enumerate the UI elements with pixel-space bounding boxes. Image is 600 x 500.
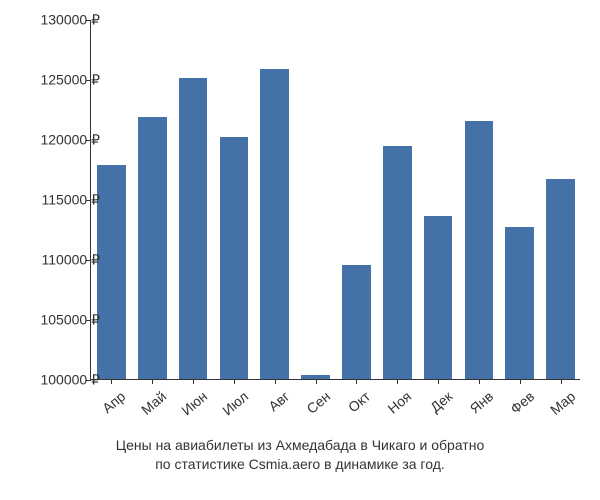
x-tick-mark — [356, 379, 357, 384]
bar — [97, 165, 126, 379]
y-axis-label: 110000 ₽ — [42, 252, 100, 269]
x-axis-label: Май — [130, 388, 169, 425]
x-axis-label: Фев — [498, 388, 537, 425]
x-axis-label: Авг — [253, 388, 292, 425]
x-axis-label: Янв — [457, 388, 496, 425]
x-tick-mark — [397, 379, 398, 384]
y-axis-label: 130000 ₽ — [40, 12, 100, 29]
y-axis-label: 120000 ₽ — [40, 132, 100, 149]
bar-chart: АпрМайИюнИюлАвгСенОктНояДекЯнвФевМар — [90, 20, 580, 380]
bar — [546, 179, 575, 379]
bar — [505, 227, 534, 379]
bar — [342, 265, 371, 379]
x-axis-label: Апр — [89, 388, 128, 425]
x-tick-mark — [111, 379, 112, 384]
x-tick-mark — [234, 379, 235, 384]
x-tick-mark — [561, 379, 562, 384]
x-axis-label: Сен — [293, 388, 332, 425]
x-tick-mark — [438, 379, 439, 384]
y-axis-label: 105000 ₽ — [40, 312, 100, 329]
caption-line-1: Цены на авиабилеты из Ахмедабада в Чикаг… — [0, 436, 600, 456]
x-axis-label: Окт — [334, 388, 373, 425]
y-axis-label: 125000 ₽ — [40, 72, 100, 89]
x-tick-mark — [479, 379, 480, 384]
x-tick-mark — [152, 379, 153, 384]
bar — [424, 216, 453, 379]
bar — [220, 137, 249, 379]
y-axis-label: 115000 ₽ — [42, 192, 100, 209]
x-tick-mark — [520, 379, 521, 384]
x-axis-label: Мар — [538, 388, 577, 425]
bar — [179, 78, 208, 379]
x-tick-mark — [193, 379, 194, 384]
bar — [260, 69, 289, 379]
bar — [138, 117, 167, 379]
x-axis-label: Июл — [212, 388, 251, 425]
x-tick-mark — [275, 379, 276, 384]
plot-area — [90, 20, 580, 380]
x-axis-label: Ноя — [375, 388, 414, 425]
y-axis-label: 100000 ₽ — [40, 372, 100, 389]
bar — [383, 146, 412, 379]
bar — [465, 121, 494, 379]
x-axis-label: Дек — [416, 388, 455, 425]
x-axis-label: Июн — [171, 388, 210, 425]
x-tick-mark — [316, 379, 317, 384]
caption-line-2: по статистике Csmia.aero в динамике за г… — [0, 455, 600, 475]
chart-caption: Цены на авиабилеты из Ахмедабада в Чикаг… — [0, 436, 600, 475]
